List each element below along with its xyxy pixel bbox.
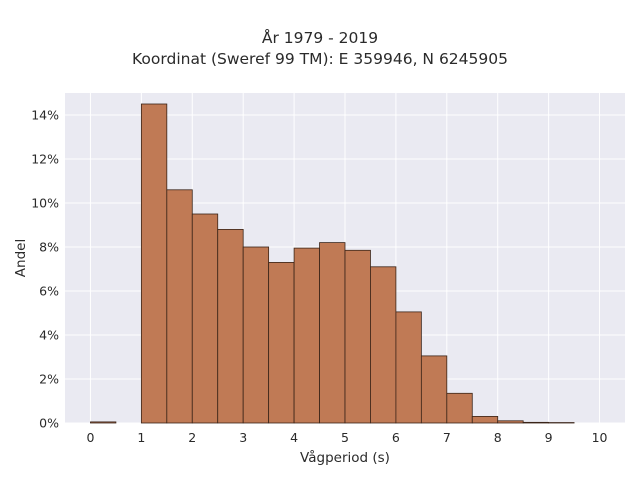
x-tick-label: 5 [341,430,349,445]
histogram-bar [370,266,397,424]
chart-subtitle: Koordinat (Sweref 99 TM): E 359946, N 62… [132,50,508,68]
x-tick-label: 0 [86,430,94,445]
y-tick-label: 8% [39,240,59,255]
y-tick-label: 6% [39,284,59,299]
y-tick-label: 0% [39,416,59,431]
histogram-bar [191,213,219,424]
histogram-bar [522,421,550,424]
histogram-bar [420,355,448,424]
histogram-bar [395,311,422,424]
histogram-bar [497,420,524,424]
y-tick-label: 10% [31,196,59,211]
y-axis-label: Andel [13,239,29,277]
x-tick-label: 8 [494,430,502,445]
x-tick-label: 2 [188,430,196,445]
y-tick-label: 14% [31,108,59,123]
histogram-bar [242,246,270,424]
y-tick-label: 4% [39,328,59,343]
x-tick-label: 4 [290,430,298,445]
histogram-bar [166,189,193,424]
histogram-bar [344,249,371,424]
x-axis-label: Vågperiod (s) [300,449,390,466]
x-tick-label: 9 [545,430,553,445]
histogram-bar [90,421,117,424]
y-tick-label: 12% [31,152,59,167]
histogram-bar [446,392,473,424]
chart-title: År 1979 - 2019 [261,29,379,47]
x-tick-label: 6 [392,430,400,445]
histogram-bar [268,261,295,424]
y-tick-label: 2% [39,372,59,387]
x-tick-label: 7 [443,430,451,445]
x-tick-label: 1 [137,430,145,445]
histogram-bar [471,415,499,424]
histogram-bar [319,242,346,424]
histogram-bar [217,228,244,424]
histogram-bar [293,247,320,424]
histogram-bar [140,103,168,424]
x-tick-label: 3 [239,430,247,445]
x-tick-label: 10 [592,430,608,445]
